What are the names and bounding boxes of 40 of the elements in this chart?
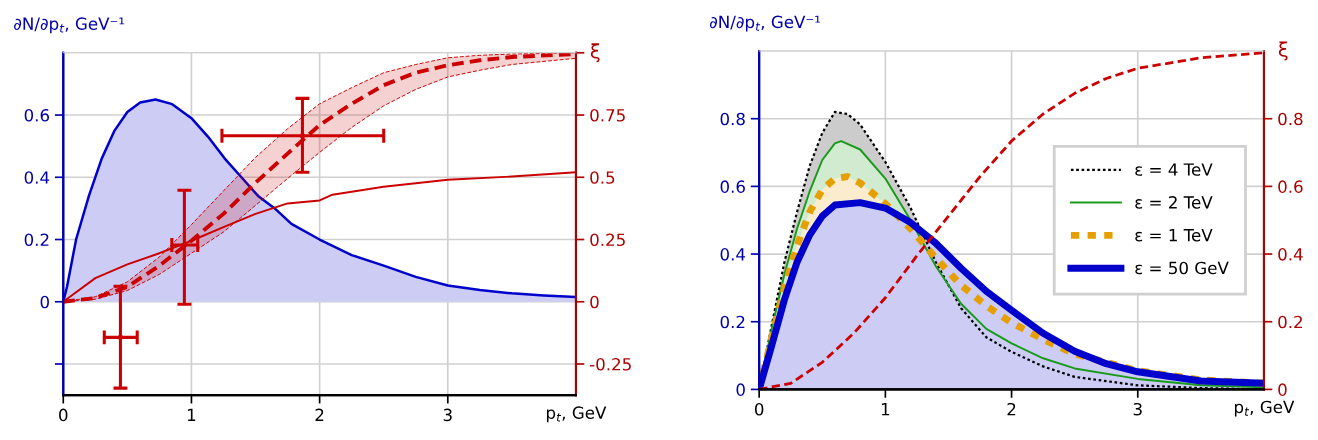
y-tick-label: 0.6 (720, 180, 745, 193)
y2-tick-label: 0.5 (590, 171, 615, 184)
y2-tick-label: 0 (1278, 383, 1287, 396)
y2-tick-label: 0.4 (1278, 248, 1303, 261)
y-tick-label: 0.2 (720, 315, 745, 329)
y2-tick-label: 0.6 (1278, 180, 1303, 193)
y-tick-label: 0.8 (720, 112, 745, 126)
x-tick-label: 3 (443, 408, 452, 422)
y2-tick-label: 0.75 (590, 109, 625, 122)
y2-tick-label: 0.8 (1278, 112, 1303, 126)
y2-axis-title: ξ (1278, 41, 1288, 61)
x-axis-title: p$_{t}$, GeV (546, 406, 607, 423)
y2-tick-label: 0.2 (1278, 315, 1302, 329)
x-tick-label: 1 (187, 408, 196, 421)
x-tick-label: 2 (1007, 402, 1016, 416)
x-tick-label: 2 (315, 408, 324, 421)
x-tick-label: 0 (754, 402, 764, 416)
y-tick-label: 0 (40, 295, 49, 309)
legend-label: ε = 50 GeV (1135, 261, 1229, 275)
y2-axis-title: ξ (590, 43, 600, 63)
y-tick-label: 0.4 (24, 171, 50, 184)
y-axis-title: ∂N/∂p$_{t}$, GeV⁻¹ (709, 15, 820, 32)
x-tick-label: 3 (1133, 402, 1142, 416)
legend-label: ε = 4 TeV (1135, 163, 1213, 176)
y-tick-label: 0.4 (720, 248, 746, 261)
y-axis-title: ∂N/∂p$_{t}$, GeV⁻¹ (14, 17, 125, 34)
legend-label: ε = 1 TeV (1135, 229, 1213, 242)
point (181, 242, 188, 248)
y2-tick-label: -0.25 (589, 357, 631, 371)
x-tick-label: 0 (59, 408, 68, 422)
y-tick-label: 0 (736, 383, 745, 396)
y2-tick-label: 0 (590, 295, 599, 309)
y2-tick-label: 0.25 (590, 233, 625, 247)
x-tick-label: 1 (881, 403, 890, 416)
x-axis-title: p$_{t}$, GeV (1234, 400, 1295, 417)
legend-label: ε = 2 TeV (1135, 196, 1213, 209)
y-tick-label: 0.2 (24, 233, 49, 247)
y-tick-label: 0.6 (24, 109, 50, 122)
point (117, 334, 124, 341)
point (299, 132, 306, 139)
